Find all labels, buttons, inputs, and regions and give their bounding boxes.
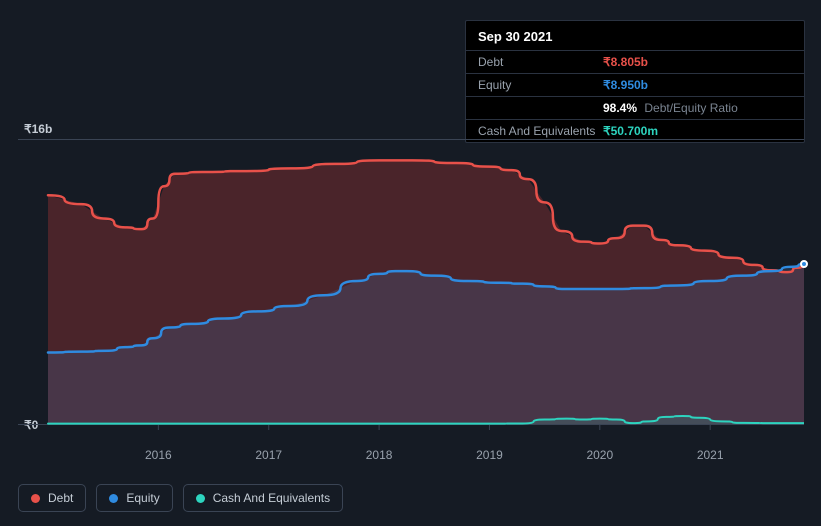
chart-svg (18, 138, 804, 442)
legend-dot-icon (196, 494, 205, 503)
legend-item[interactable]: Debt (18, 484, 86, 512)
tooltip-row-suffix: Debt/Equity Ratio (641, 101, 738, 115)
x-axis-tick-label: 2018 (366, 448, 393, 462)
tooltip-row-value: ₹8.805b (603, 55, 648, 69)
end-marker (800, 260, 808, 268)
tooltip-row-label: Debt (478, 55, 603, 69)
legend-dot-icon (31, 494, 40, 503)
tooltip-row-value: 98.4% Debt/Equity Ratio (603, 101, 738, 115)
x-axis-tick-label: 2020 (586, 448, 613, 462)
tooltip-box: Sep 30 2021 Debt₹8.805bEquity₹8.950b98.4… (465, 20, 805, 143)
x-axis-tick-label: 2019 (476, 448, 503, 462)
legend: Debt Equity Cash And Equivalents (18, 484, 343, 512)
x-axis-tick-label: 2021 (697, 448, 724, 462)
tooltip-row-value: ₹8.950b (603, 78, 648, 92)
x-axis-tick-label: 2017 (255, 448, 282, 462)
legend-label: Equity (126, 491, 159, 505)
tooltip-row: Equity₹8.950b (466, 73, 804, 96)
tooltip-date: Sep 30 2021 (466, 21, 804, 50)
tooltip-row: Debt₹8.805b (466, 50, 804, 73)
tooltip-row-label: Cash And Equivalents (478, 124, 603, 138)
legend-item[interactable]: Equity (96, 484, 172, 512)
tooltip-row-label: Equity (478, 78, 603, 92)
tooltip-row-value: ₹50.700m (603, 124, 658, 138)
chart-area (18, 138, 804, 442)
legend-label: Cash And Equivalents (213, 491, 330, 505)
legend-label: Debt (48, 491, 73, 505)
legend-item[interactable]: Cash And Equivalents (183, 484, 343, 512)
legend-dot-icon (109, 494, 118, 503)
x-axis-tick-label: 2016 (145, 448, 172, 462)
y-axis-top-label: ₹16b (24, 122, 52, 136)
tooltip-row: 98.4% Debt/Equity Ratio (466, 96, 804, 119)
